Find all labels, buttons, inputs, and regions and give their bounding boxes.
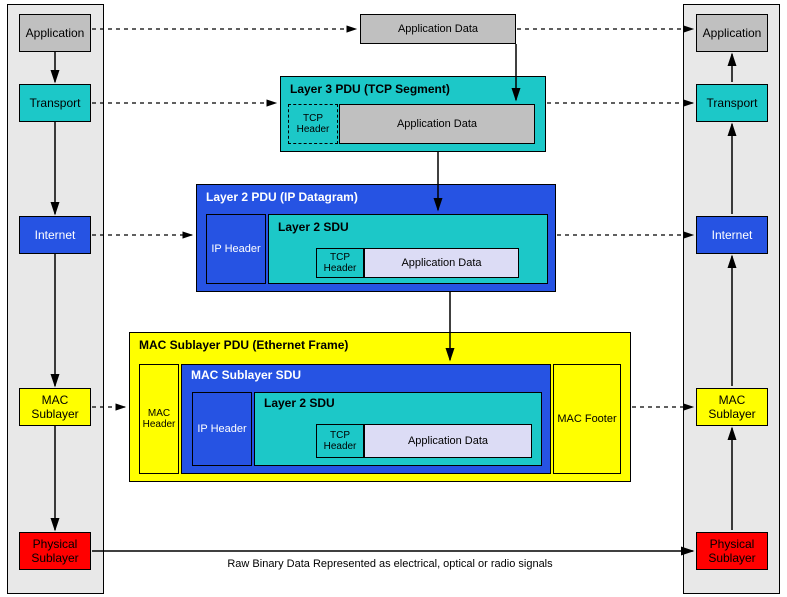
- mac-footer-box: MAC Footer: [553, 364, 621, 474]
- layer3-pdu-title: Layer 3 PDU (TCP Segment): [290, 82, 450, 96]
- mac-ip-header: IP Header: [192, 392, 252, 466]
- right-mac-box: MAC Sublayer: [696, 388, 768, 426]
- mac-app-data: Application Data: [364, 424, 532, 458]
- left-internet-box: Internet: [19, 216, 91, 254]
- left-physical-box: Physical Sublayer: [19, 532, 91, 570]
- right-application-box: Application: [696, 14, 768, 52]
- mac-layer2-sdu-title: Layer 2 SDU: [264, 396, 335, 410]
- layer2-pdu-title: Layer 2 PDU (IP Datagram): [206, 190, 358, 204]
- mac-pdu-title: MAC Sublayer PDU (Ethernet Frame): [139, 338, 348, 352]
- layer2-sdu-title: Layer 2 SDU: [278, 220, 349, 234]
- mac-tcp-header: TCP Header: [316, 424, 364, 458]
- left-transport-box: Transport: [19, 84, 91, 122]
- layer2-tcp-header: TCP Header: [316, 248, 364, 278]
- left-application-box: Application: [19, 14, 91, 52]
- mac-sdu-title: MAC Sublayer SDU: [191, 368, 301, 382]
- right-internet-box: Internet: [696, 216, 768, 254]
- mac-header-box: MAC Header: [139, 364, 179, 474]
- application-data-box: Application Data: [360, 14, 516, 44]
- raw-binary-text: Raw Binary Data Represented as electrica…: [180, 558, 600, 570]
- left-mac-box: MAC Sublayer: [19, 388, 91, 426]
- layer2-app-data: Application Data: [364, 248, 519, 278]
- layer2-ip-header: IP Header: [206, 214, 266, 284]
- layer3-tcp-header: TCP Header: [288, 104, 338, 144]
- layer3-app-data: Application Data: [339, 104, 535, 144]
- right-transport-box: Transport: [696, 84, 768, 122]
- right-physical-box: Physical Sublayer: [696, 532, 768, 570]
